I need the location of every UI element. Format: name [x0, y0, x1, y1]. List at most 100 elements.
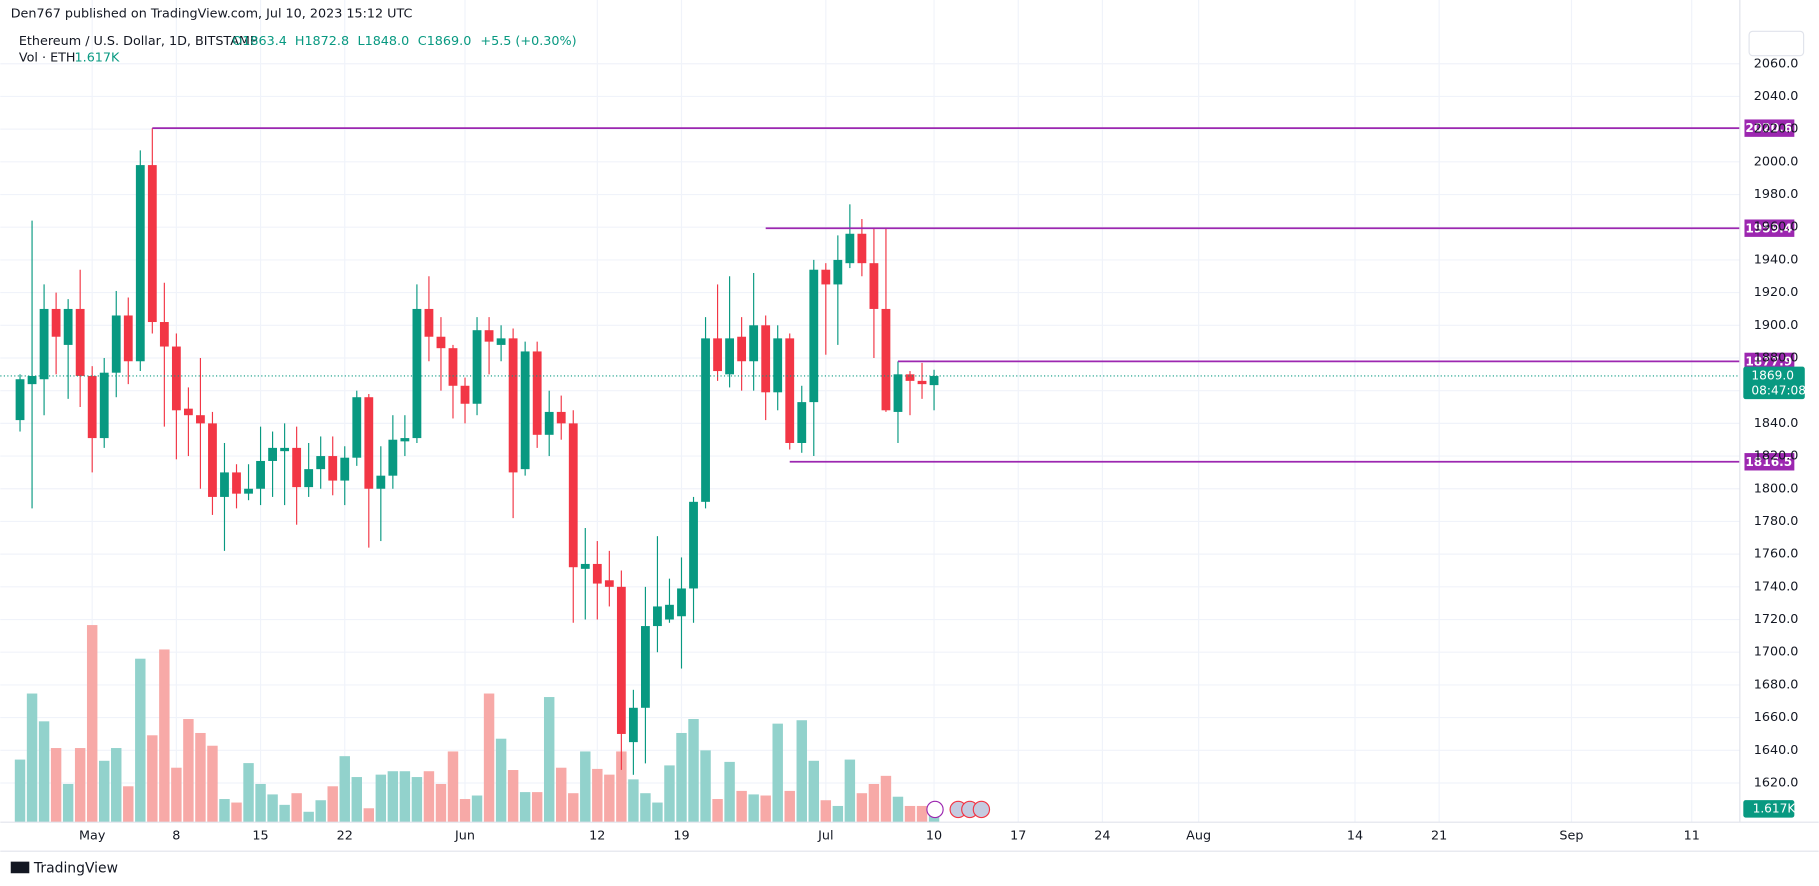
candle-body — [244, 488, 253, 494]
level-label: 1816.5 — [1745, 455, 1792, 469]
volume-bar — [411, 777, 423, 823]
x-tick-label: 17 — [1010, 829, 1026, 844]
candle-body — [15, 379, 25, 421]
candle-body — [665, 604, 674, 620]
volume-bar — [483, 693, 495, 823]
candle-body — [484, 330, 494, 342]
volume-bar — [471, 795, 483, 823]
volume-bar — [507, 770, 519, 823]
volume-bar — [760, 795, 771, 823]
candle-body — [39, 308, 49, 380]
legend-low: L1848.0 — [357, 34, 409, 49]
grid — [0, 0, 1740, 823]
x-tick-label: 21 — [1431, 829, 1447, 844]
candle-body — [304, 469, 314, 488]
event-icons[interactable] — [926, 800, 991, 819]
level-label: 1877.9 — [1745, 354, 1792, 368]
volume-bar — [387, 771, 399, 823]
event-icon[interactable] — [926, 800, 944, 819]
y-tick-label: 2000.0 — [1754, 154, 1799, 169]
candle-body — [220, 472, 229, 497]
candle-body — [797, 402, 807, 443]
level-label: 2020.6 — [1745, 121, 1792, 135]
candle-body — [641, 626, 650, 708]
candle-body — [701, 338, 710, 502]
brand: TradingView — [33, 861, 118, 877]
candle-body — [159, 322, 169, 347]
candle-body — [51, 308, 61, 337]
y-tick-label: 1960.0 — [1754, 220, 1799, 235]
volume-bar — [832, 805, 844, 823]
volume-bar — [628, 779, 639, 823]
y-tick-label: 1700.0 — [1754, 645, 1799, 660]
volume-bar — [183, 719, 194, 823]
volume-bar — [724, 761, 735, 823]
y-tick-label: 1740.0 — [1754, 579, 1799, 594]
volume-bar — [207, 745, 218, 823]
volume-bar — [375, 774, 387, 823]
volume-legend-name: Vol · ETH — [19, 50, 76, 65]
y-tick-label: 1620.0 — [1754, 775, 1799, 790]
candle-body — [833, 259, 843, 285]
volume-bar — [592, 768, 603, 823]
y-tick-label: 1800.0 — [1754, 481, 1799, 496]
volume-bar — [50, 748, 62, 823]
candle-body — [761, 325, 771, 393]
candle-body — [725, 338, 735, 375]
legend-open: O1863.4 — [232, 34, 287, 49]
volume-bar — [616, 751, 627, 823]
candle-body — [87, 375, 97, 439]
y-tick-label: 2040.0 — [1754, 89, 1799, 104]
candle-body — [580, 563, 590, 569]
candle-body — [352, 397, 362, 458]
volume-bar — [808, 760, 820, 823]
y-tick-label: 1760.0 — [1754, 547, 1799, 562]
candle-body — [508, 338, 518, 473]
y-tick-label: 1900.0 — [1754, 318, 1799, 333]
candle-body — [316, 456, 326, 470]
x-tick-label: May — [79, 829, 106, 844]
volume-pane — [14, 625, 940, 823]
volume-bar — [255, 783, 266, 823]
volume-bar — [916, 805, 928, 823]
volume-bar — [880, 775, 892, 823]
volume-bar — [38, 721, 50, 823]
volume-bar — [784, 790, 795, 823]
volume-bar — [676, 732, 687, 823]
volume-bar — [748, 794, 759, 823]
volume-bar — [844, 759, 856, 823]
candle-body — [713, 338, 722, 372]
candle-body — [568, 423, 578, 568]
candle-body — [653, 606, 662, 627]
volume-bar — [231, 802, 242, 823]
candle-body — [400, 438, 410, 442]
scale-button[interactable] — [1748, 30, 1805, 57]
candle-body — [544, 411, 554, 435]
last-price-label: 1869.0 — [1751, 368, 1794, 382]
volume-bar — [327, 786, 338, 823]
level-label-bg — [1744, 219, 1795, 237]
volume-bar — [796, 720, 807, 823]
volume-bar — [820, 800, 832, 823]
volume-bar — [62, 783, 74, 823]
volume-bar — [86, 625, 98, 823]
last-price-bg — [1743, 366, 1805, 400]
volume-bar — [772, 723, 783, 823]
candle-body — [749, 325, 759, 362]
volume-bar — [423, 771, 435, 823]
candle-body — [364, 397, 374, 489]
event-icon[interactable] — [972, 800, 991, 819]
candle-body — [496, 338, 506, 345]
candle-body — [328, 456, 338, 481]
volume-bar — [495, 738, 507, 823]
candle-body — [340, 457, 350, 481]
y-tick-label: 1840.0 — [1754, 416, 1799, 431]
volume-bar — [892, 796, 904, 823]
candle-body — [677, 588, 686, 617]
candle-body — [123, 315, 133, 362]
y-tick-label: 1660.0 — [1754, 710, 1799, 725]
candle-body — [208, 423, 217, 497]
candle-body — [857, 233, 867, 264]
volume-bar — [111, 748, 122, 823]
published-note: Den767 published on TradingView.com, Jul… — [11, 6, 413, 21]
